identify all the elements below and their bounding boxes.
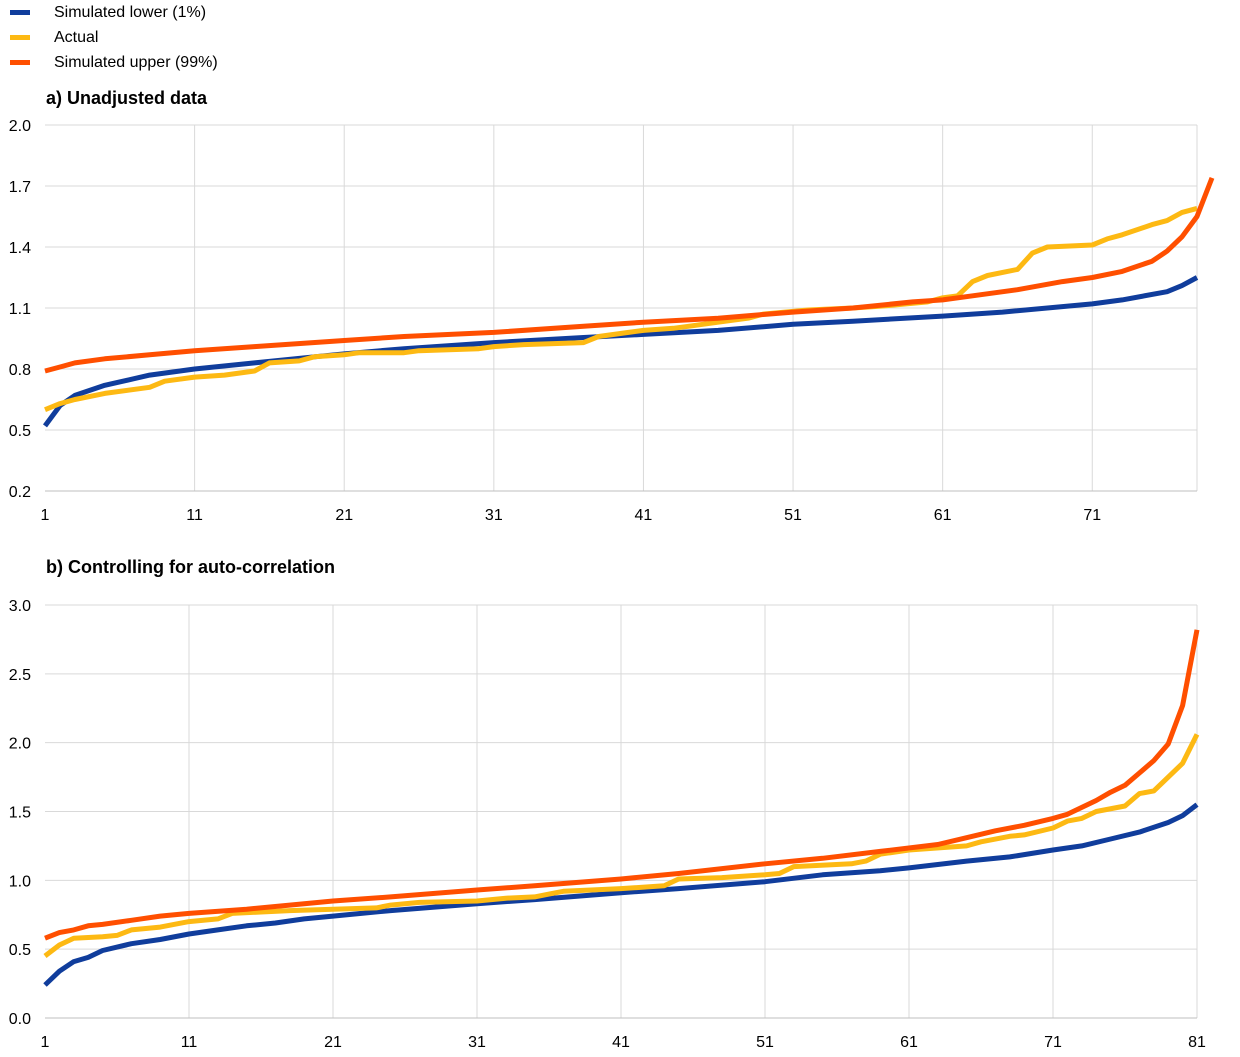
- y-tick-label: 0.5: [9, 942, 31, 959]
- y-tick-label: 0.5: [9, 423, 31, 440]
- x-tick-label: 1: [41, 1034, 50, 1051]
- y-tick-label: 1.5: [9, 805, 31, 822]
- y-tick-label: 0.2: [9, 484, 31, 501]
- x-tick-label: 51: [756, 1034, 774, 1051]
- y-tick-label: 0.0: [9, 1011, 31, 1028]
- legend-swatch-upper: [10, 60, 30, 65]
- y-tick-label: 1.0: [9, 873, 31, 890]
- y-tick-label: 3.0: [9, 598, 31, 615]
- x-tick-label: 21: [335, 507, 353, 524]
- y-tick-label: 0.8: [9, 362, 31, 379]
- y-tick-label: 2.0: [9, 118, 31, 135]
- y-tick-label: 1.7: [9, 179, 31, 196]
- series-line-simulated-upper: [44, 176, 1215, 374]
- y-tick-label: 1.4: [9, 240, 31, 257]
- legend-label-actual: Actual: [54, 28, 99, 46]
- legend-label-lower: Simulated lower (1%): [54, 3, 207, 21]
- y-tick-label: 2.5: [9, 667, 31, 684]
- x-tick-label: 41: [612, 1034, 630, 1051]
- x-tick-label: 21: [324, 1034, 342, 1051]
- legend-swatch-actual: [10, 35, 30, 40]
- panel-a-title: a) Unadjusted data: [46, 88, 208, 108]
- x-tick-label: 31: [485, 507, 503, 524]
- legend-swatch-lower: [10, 10, 30, 15]
- x-tick-label: 71: [1044, 1034, 1062, 1051]
- series-line-simulated-lower: [43, 802, 1199, 987]
- x-tick-label: 51: [784, 507, 802, 524]
- x-tick-label: 61: [900, 1034, 918, 1051]
- x-tick-label: 11: [181, 1034, 198, 1051]
- x-tick-label: 61: [934, 507, 952, 524]
- x-tick-label: 71: [1083, 507, 1101, 524]
- legend-item-actual: Actual: [10, 25, 218, 50]
- series-line-simulated-upper: [44, 629, 1200, 941]
- x-tick-label: 41: [635, 507, 653, 524]
- legend-item-lower: Simulated lower (1%): [10, 0, 218, 25]
- x-tick-label: 31: [468, 1034, 486, 1051]
- series-line-actual: [43, 733, 1200, 958]
- legend-item-upper: Simulated upper (99%): [10, 50, 218, 75]
- panel-b-title: b) Controlling for auto-correlation: [46, 557, 335, 577]
- x-tick-label: 11: [186, 507, 203, 524]
- x-tick-label: 81: [1188, 1034, 1206, 1051]
- y-tick-label: 1.1: [9, 301, 31, 318]
- chart-panel-a: 0.20.50.81.11.41.72.01 11 21 31 41 51 61 71: [9, 118, 1215, 524]
- series-line-actual: [44, 205, 1198, 413]
- y-tick-label: 2.0: [9, 736, 31, 753]
- chart-legend: Simulated lower (1%) Actual Simulated up…: [10, 0, 218, 75]
- legend-label-upper: Simulated upper (99%): [54, 53, 218, 71]
- x-tick-label: 1: [41, 507, 50, 524]
